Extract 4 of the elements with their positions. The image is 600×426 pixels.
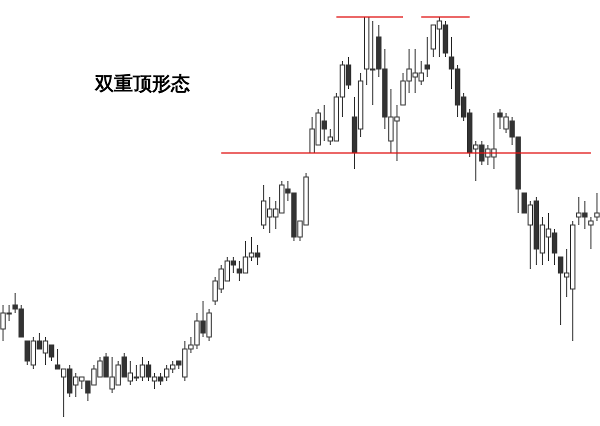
candlestick xyxy=(588,216,594,250)
candlestick xyxy=(594,192,600,222)
candlestick xyxy=(424,36,430,78)
text: 双重顶形态 xyxy=(94,73,190,95)
